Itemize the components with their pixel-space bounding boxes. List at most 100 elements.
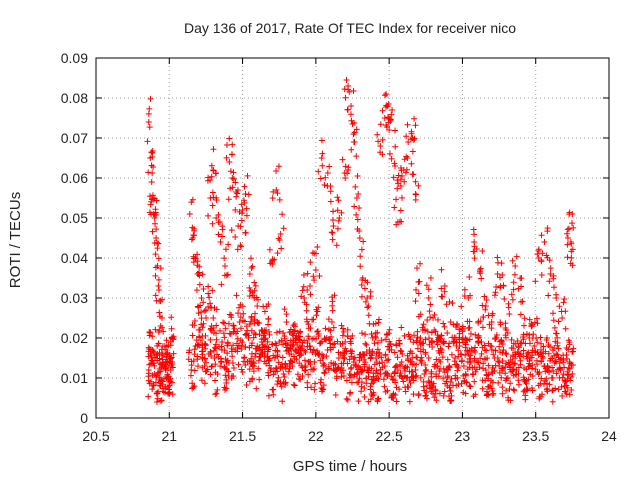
data-point — [153, 197, 160, 204]
data-point — [546, 257, 553, 264]
data-point — [246, 292, 253, 299]
data-point — [391, 370, 398, 377]
data-point — [199, 364, 206, 371]
data-point — [427, 314, 434, 321]
data-point — [351, 129, 358, 136]
data-point — [506, 311, 513, 317]
data-point — [254, 303, 261, 309]
data-point — [259, 341, 266, 348]
data-point — [409, 368, 416, 375]
data-point — [226, 311, 233, 318]
data-point — [565, 364, 572, 371]
data-point — [156, 309, 163, 316]
data-point — [199, 324, 206, 331]
data-point — [512, 360, 519, 367]
data-point — [249, 292, 256, 299]
data-point — [354, 370, 361, 377]
data-point — [569, 371, 576, 377]
data-point — [529, 361, 536, 368]
data-point — [236, 319, 243, 325]
y-axis-label: ROTI / TECUs — [7, 192, 24, 288]
data-point — [492, 335, 499, 342]
data-point — [396, 218, 403, 225]
data-point — [229, 141, 236, 148]
data-point — [149, 386, 156, 393]
data-point — [491, 292, 498, 299]
data-point — [338, 322, 345, 329]
data-point — [286, 360, 293, 367]
data-point — [275, 359, 282, 366]
data-point — [381, 92, 388, 99]
data-point — [489, 387, 496, 394]
data-point — [530, 331, 537, 338]
data-point — [456, 326, 463, 333]
data-point — [375, 375, 382, 382]
data-point — [568, 362, 575, 369]
data-point — [561, 377, 568, 384]
data-point — [211, 355, 218, 362]
data-point — [280, 341, 287, 348]
data-point — [405, 331, 412, 338]
x-tick-label: 22 — [308, 428, 324, 444]
data-point — [168, 325, 175, 332]
data-point — [462, 341, 469, 348]
data-point — [492, 289, 499, 296]
data-point — [394, 354, 401, 361]
data-point — [185, 349, 192, 356]
axis-ticks: 20.5 21 21.5 22 22.5 23 23.5 24 0 0.01 0.02 0.03 0.0… — [61, 50, 617, 444]
data-point — [514, 348, 521, 355]
data-point — [275, 235, 282, 242]
data-point — [570, 224, 577, 231]
data-point — [356, 235, 363, 241]
data-point — [343, 377, 350, 384]
data-point — [496, 343, 503, 350]
data-point — [157, 298, 164, 305]
data-point — [420, 321, 427, 328]
data-point — [367, 288, 374, 295]
data-point — [389, 107, 396, 113]
data-point — [190, 357, 197, 364]
data-point — [196, 342, 203, 349]
data-point — [262, 335, 269, 342]
data-point — [157, 323, 164, 330]
data-point — [538, 375, 545, 382]
data-point — [564, 235, 571, 241]
chart-title: Day 136 of 2017, Rate Of TEC Index for r… — [184, 20, 516, 36]
data-point — [358, 330, 365, 337]
data-point — [269, 341, 276, 348]
data-point — [296, 336, 303, 343]
data-point — [299, 372, 306, 379]
data-point — [467, 330, 474, 337]
data-point — [343, 348, 350, 355]
data-point — [502, 350, 509, 357]
data-point — [149, 333, 156, 340]
data-point — [353, 211, 360, 218]
data-point — [562, 325, 569, 332]
data-point — [229, 184, 236, 191]
data-point — [417, 374, 424, 381]
data-point — [300, 283, 307, 290]
data-point — [201, 307, 208, 314]
data-point — [413, 372, 420, 379]
data-point — [149, 192, 156, 199]
data-point — [387, 341, 394, 348]
data-point — [274, 250, 281, 257]
data-point — [381, 115, 388, 121]
data-point — [386, 346, 393, 353]
data-point — [360, 238, 367, 245]
data-point — [151, 215, 158, 221]
data-point — [446, 298, 453, 305]
data-point — [501, 295, 508, 302]
data-point — [568, 220, 575, 227]
data-point — [236, 208, 243, 215]
data-point — [164, 390, 171, 397]
data-point — [373, 367, 380, 374]
data-point — [384, 357, 391, 364]
data-point — [393, 342, 400, 349]
data-point — [280, 225, 287, 232]
data-point — [269, 195, 276, 202]
data-point — [526, 340, 533, 347]
data-point — [467, 383, 474, 390]
data-point — [310, 273, 317, 280]
data-point — [539, 391, 546, 398]
